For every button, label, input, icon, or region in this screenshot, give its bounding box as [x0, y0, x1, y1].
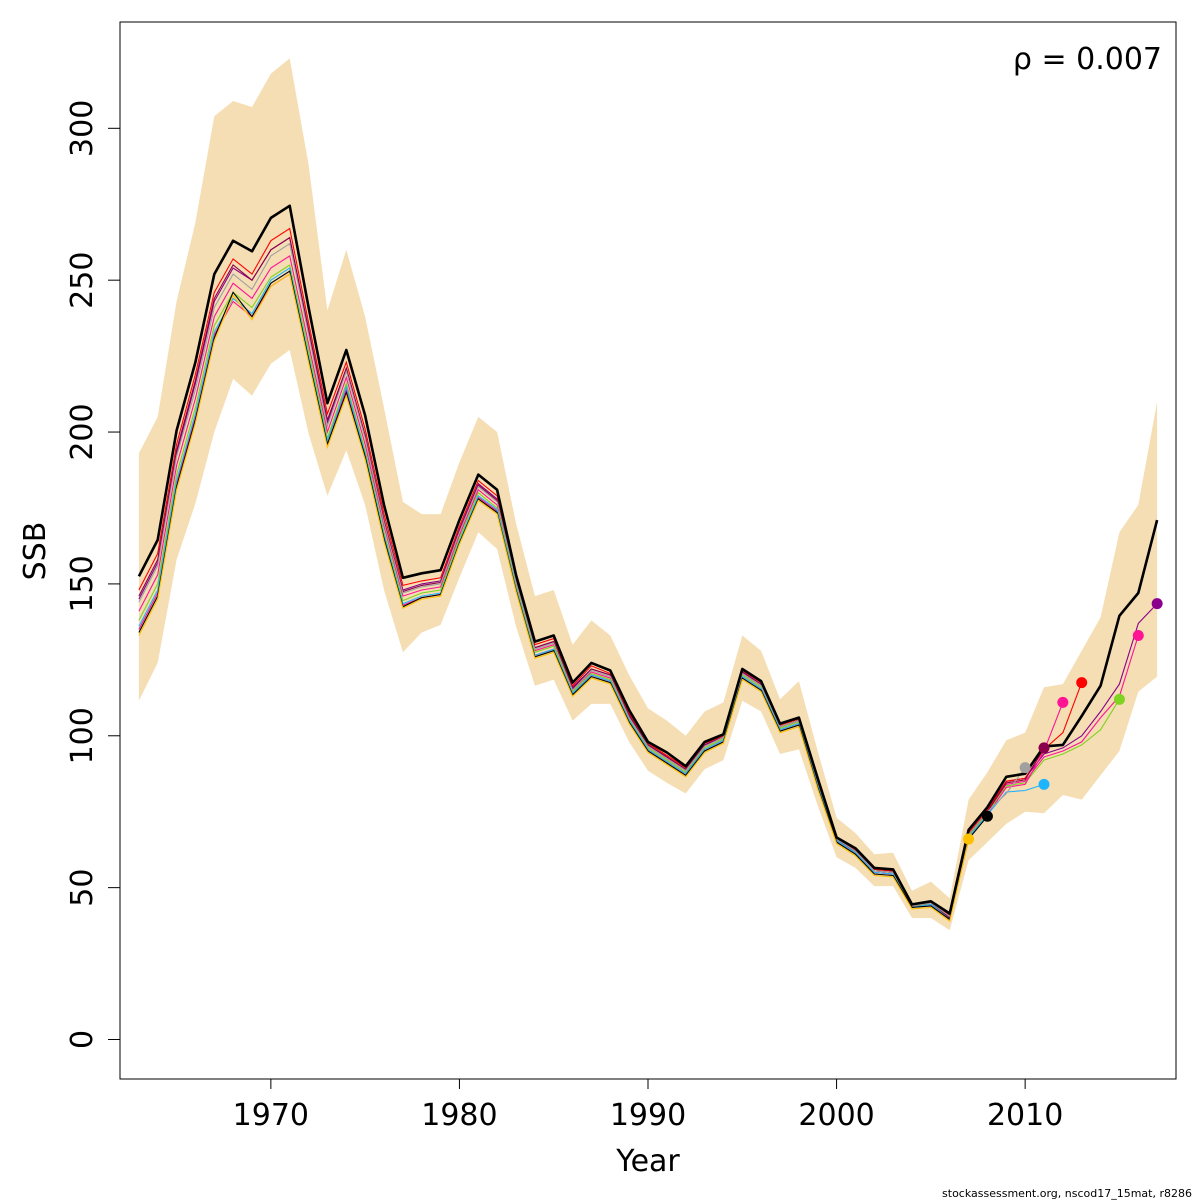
y-tick-label-300: 300 [65, 100, 100, 157]
x-axis: 1970 1980 1990 2000 2010 [233, 1078, 1063, 1133]
y-tick-label-100: 100 [65, 707, 100, 764]
x-tick-label-2000: 2000 [798, 1098, 874, 1133]
peel-endpoint-2016 [1151, 598, 1163, 610]
ssb-main-line [137, 204, 1159, 915]
rho-annotation: ρ = 0.007 [1013, 42, 1162, 77]
y-axis: 0 50 100 150 200 250 300 [65, 100, 121, 1049]
peel-endpoint-2007 [963, 833, 975, 845]
peel-endpoint-layer [963, 598, 1163, 845]
peel-endpoint-2010 [1038, 778, 1050, 790]
y-tick-label-50: 50 [65, 869, 100, 907]
x-axis-title: Year [615, 1144, 680, 1179]
peel-endpoint-2013 [1076, 677, 1088, 689]
peel-endpoint-2009 [1019, 762, 1031, 774]
y-axis-title: SSB [18, 522, 53, 581]
retro-peel-2012 [138, 273, 1064, 921]
y-tick-label-150: 150 [65, 555, 100, 612]
x-tick-label-1980: 1980 [421, 1098, 497, 1133]
peel-endpoint-2011 [1038, 742, 1050, 754]
retro-peel-2010 [138, 267, 1045, 921]
y-tick-label-250: 250 [65, 252, 100, 309]
peel-endpoint-2015 [1132, 630, 1144, 642]
peel-endpoint-2008 [981, 810, 993, 822]
peel-endpoint-2012 [1057, 696, 1069, 708]
retro-peel-layer [138, 227, 1158, 923]
peel-endpoint-2014 [1113, 693, 1125, 705]
x-tick-label-2010: 2010 [987, 1098, 1063, 1133]
main-estimate-layer [137, 204, 1159, 915]
retro-peel-2009 [138, 242, 1026, 918]
y-tick-label-0: 0 [65, 1030, 100, 1049]
retro-peel-2007 [138, 273, 970, 923]
y-tick-label-200: 200 [65, 403, 100, 460]
x-tick-label-1990: 1990 [610, 1098, 686, 1133]
footer-credit: stockassessment.org, nscod17_15mat, r828… [942, 1187, 1192, 1200]
retro-peel-2008 [138, 270, 988, 921]
confidence-band [138, 58, 1158, 931]
confidence-band-layer [138, 58, 1158, 931]
x-tick-label-1970: 1970 [233, 1098, 309, 1133]
